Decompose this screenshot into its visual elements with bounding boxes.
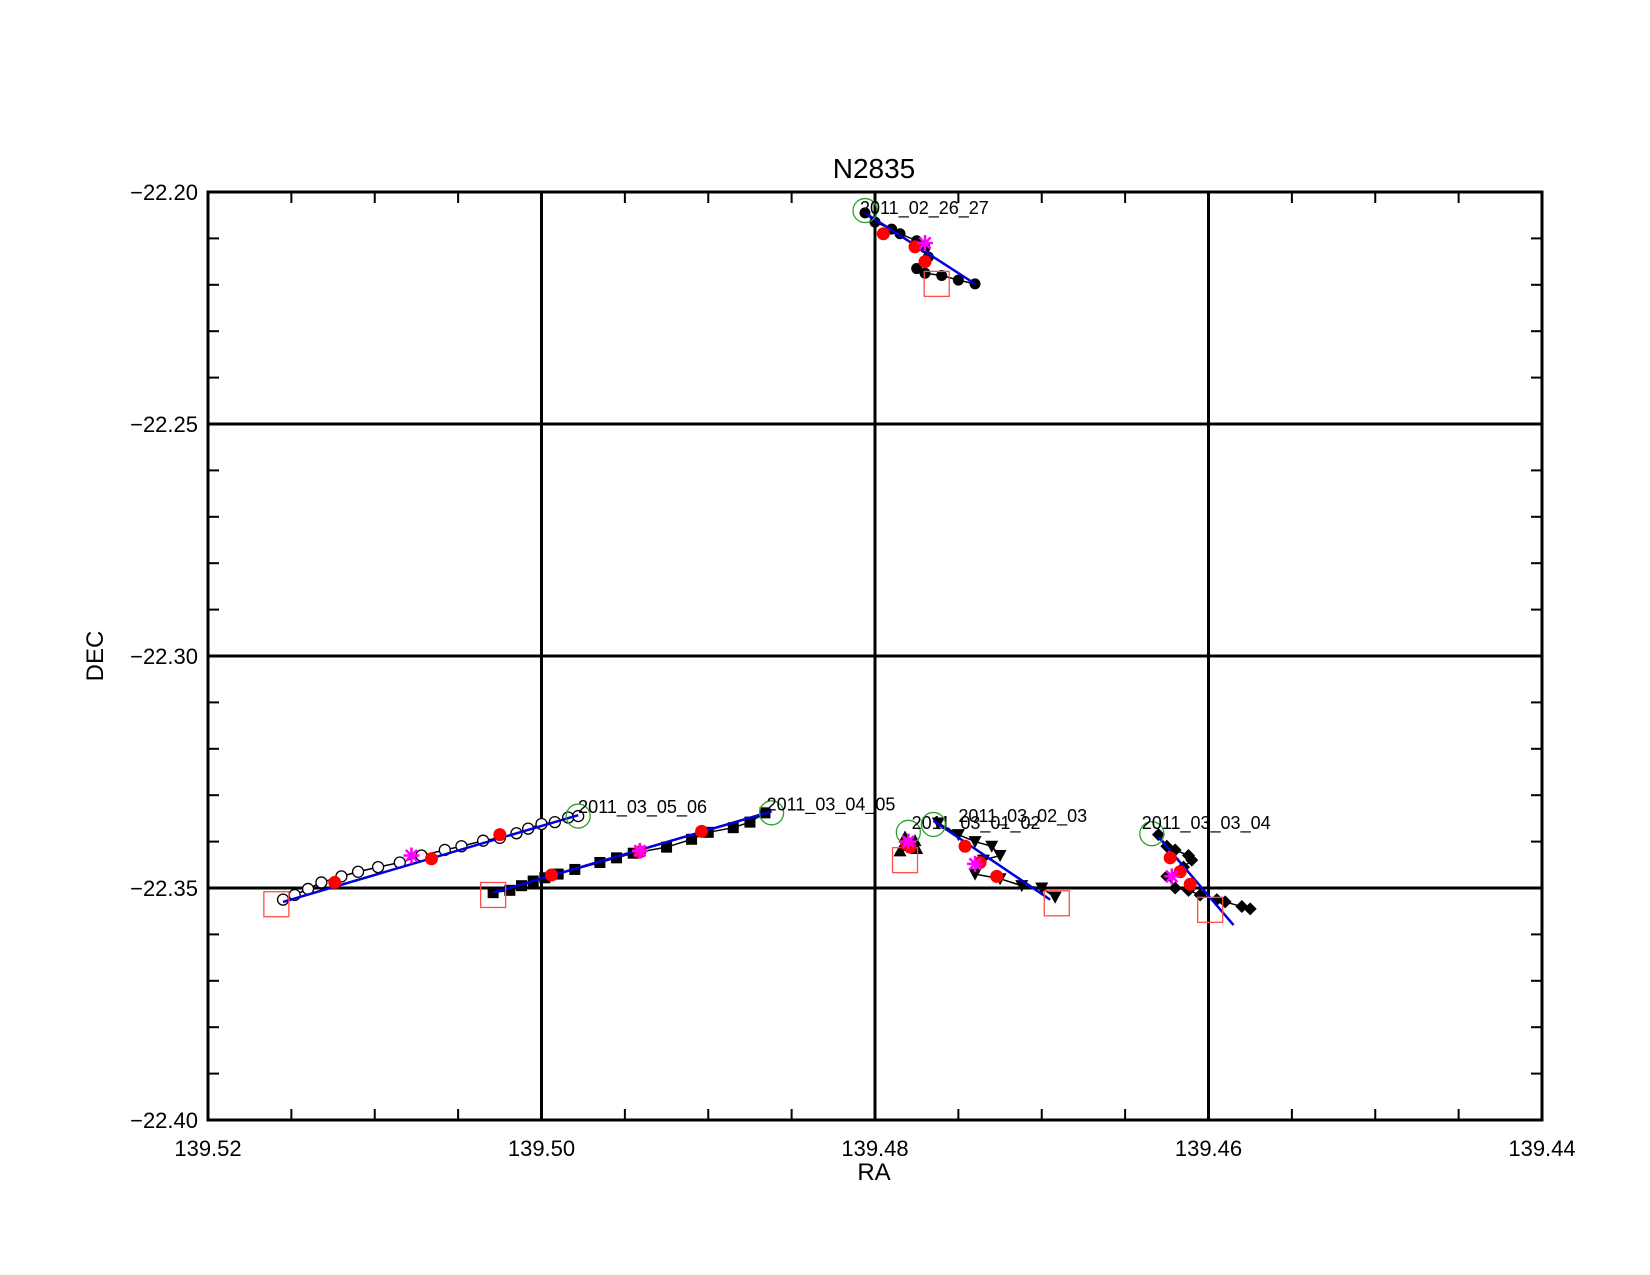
data-point: [727, 822, 739, 834]
red-point: [424, 852, 438, 866]
x-tick-label: 139.50: [508, 1136, 575, 1161]
red-point: [958, 839, 972, 853]
start-marker: [565, 803, 591, 829]
start-marker: [852, 197, 878, 224]
red-point: [918, 255, 932, 269]
y-tick-label: −22.40: [130, 1108, 198, 1133]
magenta-star: [403, 847, 420, 864]
data-point: [911, 263, 923, 275]
data-point: [968, 868, 982, 881]
fit-line: [932, 819, 1051, 901]
data-point: [1243, 902, 1257, 916]
track-label: 2011_03_05_06: [578, 797, 707, 818]
series-2011_03_04_05: 2011_03_04_05: [479, 794, 896, 909]
y-tick-label: −22.30: [130, 644, 198, 669]
red-point: [493, 828, 507, 842]
series-2011_03_02_03: 2011_03_02_03: [920, 806, 1087, 917]
data-point: [951, 829, 965, 842]
star-ray: [901, 835, 915, 849]
magenta-star: [917, 235, 934, 252]
data-point: [968, 836, 982, 849]
data-point: [1035, 882, 1049, 895]
data-point: [1048, 891, 1062, 904]
star-ray: [1165, 869, 1179, 883]
data-point: [893, 844, 907, 857]
data-point: [504, 884, 516, 896]
x-tick-label: 139.46: [1175, 1136, 1242, 1161]
data-point: [744, 816, 756, 828]
data-point: [686, 833, 698, 845]
track-label: 2011_03_03_04: [1142, 813, 1271, 834]
start-marker: [758, 800, 785, 826]
data-point: [515, 880, 527, 892]
data-point: [351, 865, 365, 878]
data-point: [1185, 853, 1199, 867]
red-point: [328, 875, 342, 889]
chart-title: N2835: [833, 153, 916, 184]
data-point: [1193, 888, 1207, 902]
data-point: [919, 267, 931, 279]
star-ray: [633, 844, 647, 858]
data-point: [993, 850, 1007, 863]
end-marker: [263, 891, 290, 918]
red-point: [1163, 851, 1177, 865]
end-marker: [479, 881, 507, 909]
data-point: [1168, 881, 1182, 895]
grid-lines: [208, 192, 1542, 1120]
y-axis-title: DEC: [82, 631, 109, 682]
red-point: [1173, 865, 1187, 879]
magenta-star: [900, 833, 917, 850]
end-marker: [1043, 890, 1070, 917]
red-point: [545, 868, 559, 882]
data-point: [952, 274, 964, 286]
series-2011_03_03_04: 2011_03_03_04: [1139, 813, 1271, 926]
x-tick-label: 139.48: [841, 1136, 908, 1161]
start-marker: [1139, 821, 1165, 847]
track-label: 2011_03_02_03: [958, 806, 1087, 827]
y-tick-label: −22.25: [130, 412, 198, 437]
star-ray: [918, 236, 932, 250]
y-tick-label: −22.20: [130, 180, 198, 205]
end-marker: [923, 270, 950, 298]
plot-frame: [206, 190, 1544, 1122]
magenta-star: [631, 842, 648, 859]
track-label: 2011_02_26_27: [860, 198, 989, 219]
star-ray: [404, 848, 418, 863]
data-point: [936, 270, 948, 282]
data-point: [661, 841, 673, 853]
end-marker: [1197, 896, 1224, 923]
data-point: [702, 826, 714, 838]
magenta-star: [967, 855, 984, 872]
data-point: [985, 840, 999, 853]
red-point: [1183, 877, 1197, 891]
red-point: [695, 824, 709, 838]
tick-labels: 139.52 139.50 139.48 139.46 139.44 −22.20 −22.…: [130, 180, 1576, 1161]
data-point: [627, 847, 639, 859]
data-point: [371, 860, 385, 874]
x-tick-label: 139.52: [174, 1136, 241, 1161]
data-point: [1151, 828, 1165, 842]
red-point: [876, 227, 890, 241]
series-2011_02_26_27: 2011_02_26_27: [852, 197, 989, 298]
data-point: [1218, 895, 1232, 909]
data-point: [315, 876, 328, 889]
magenta-star: [1163, 868, 1180, 885]
y-tick-label: −22.35: [130, 876, 198, 901]
series-2011_03_05_06: 2011_03_05_06: [263, 797, 707, 918]
star-ray: [968, 857, 982, 871]
track-label: 2011_03_04_05: [767, 794, 896, 815]
start-marker: [920, 811, 947, 838]
x-tick-label: 139.44: [1508, 1136, 1575, 1161]
red-point: [990, 869, 1004, 883]
x-axis-title: RA: [857, 1159, 890, 1186]
plot-area: 2011_02_26_27 2011_03_05_06 2011_03_04_05 2…: [263, 197, 1271, 926]
